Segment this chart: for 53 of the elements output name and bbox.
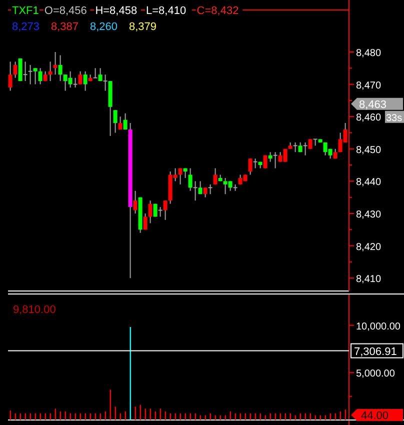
candlestick [38,68,42,85]
text: 33s [386,112,402,124]
candlestick [118,116,122,130]
candlestick [263,154,268,169]
annotation: 9,810.00 [13,304,56,316]
y-tick-label: 8,430 [356,209,382,220]
candlestick [148,200,152,224]
y-tick-label: 8,480 [356,48,382,59]
ref-line-label: 7,306.91 [354,346,397,358]
chart-title: TXF1 [12,5,39,17]
candlestick [292,142,298,153]
candlestick [58,54,62,82]
y-tick-label: 8,450 [356,144,382,156]
candlestick [272,152,278,169]
candlestick [83,70,88,92]
annotation: 8,260 [90,21,118,33]
candlestick [302,142,308,156]
candlestick [72,77,78,88]
annotation: 8,379 [129,21,157,33]
annotation: 8,273 [12,21,40,33]
text: 44.00 [361,410,389,422]
candlestick [8,61,12,92]
candlestick [192,180,198,202]
candlestick [213,168,218,185]
candlestick [208,184,213,195]
annotation: 8,387 [51,21,79,33]
candlestick [92,68,98,78]
annotation: L=8,410 [146,5,186,17]
y-tick-label: 10,000.00 [356,321,401,332]
annotation: C=8,432 [196,5,239,17]
candlestick [252,158,258,169]
candlestick [123,112,128,130]
candlestick [22,61,28,82]
y-tick-label: 5,000.00 [356,368,396,380]
candlestick [48,61,52,82]
candlestick [143,212,148,230]
y-tick-label: 8,460 [356,112,382,124]
y-tick-label: 8,410 [356,274,382,286]
candlestick [53,51,58,76]
candlestick [113,110,118,134]
candlestick [178,168,182,185]
candlestick [158,206,163,218]
candlestick [133,190,138,214]
annotation: H=8,458 [95,5,138,17]
y-tick-label: 8,420 [356,242,382,253]
candlestick [312,138,318,146]
text: 8,463 [359,98,387,111]
candlestick [13,61,18,78]
y-tick-label: 8,440 [356,177,382,188]
candlestick [28,64,33,85]
candlestick [102,74,108,92]
annotation: O=8,456 [44,5,87,17]
y-tick-label: 8,470 [356,80,382,92]
